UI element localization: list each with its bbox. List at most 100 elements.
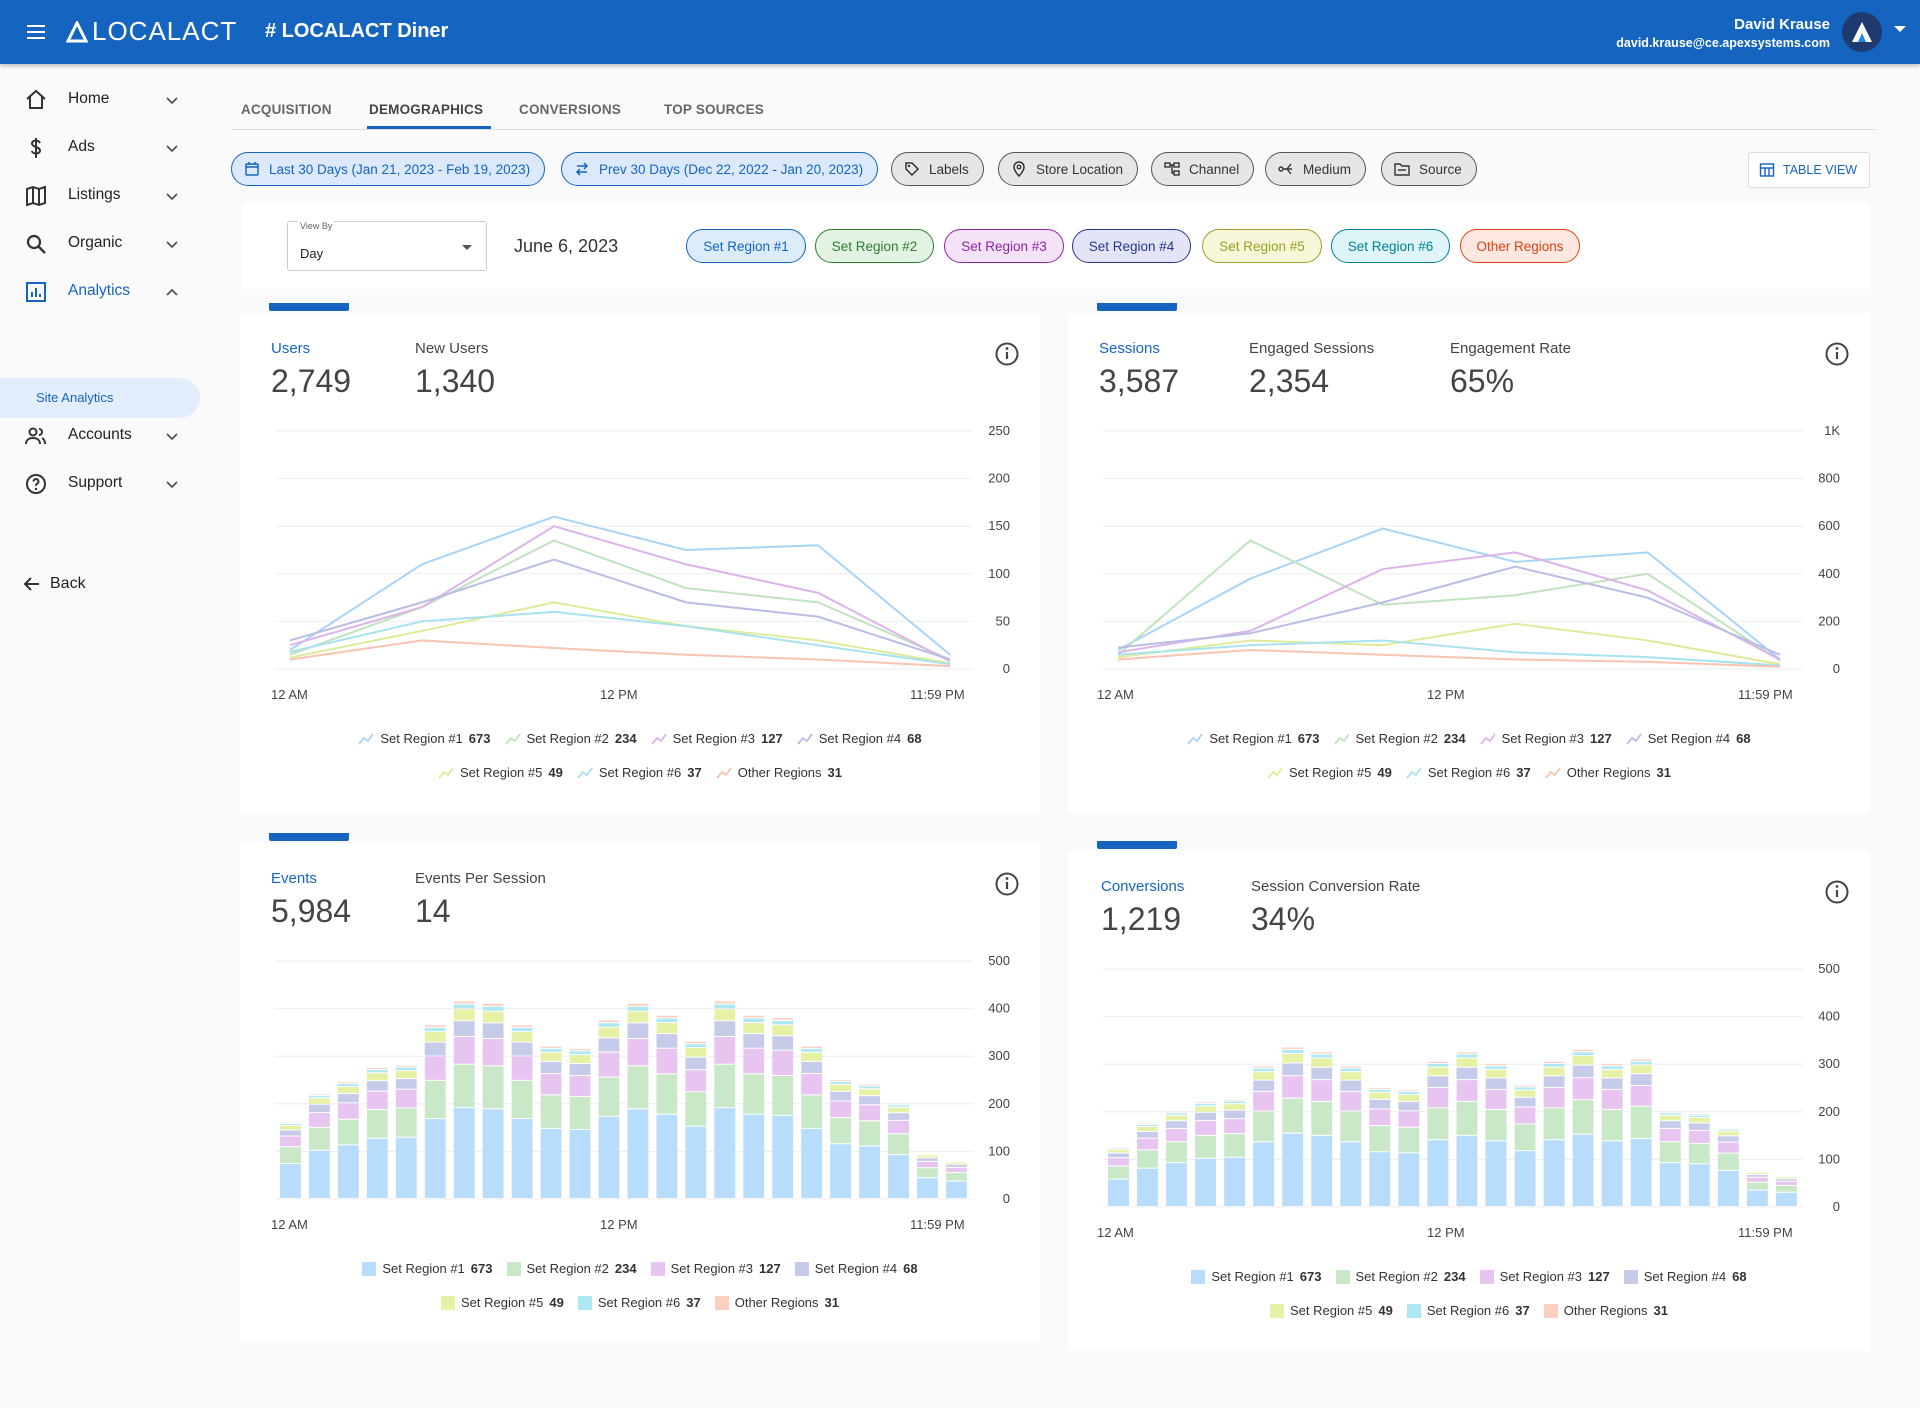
bar-segment[interactable] xyxy=(1253,1072,1275,1080)
bar-segment[interactable] xyxy=(1340,1142,1362,1206)
region-chip-4[interactable]: Set Region #4 xyxy=(1072,229,1191,263)
bar-segment[interactable] xyxy=(656,1015,678,1018)
bar-segment[interactable] xyxy=(772,1020,794,1025)
bar-segment[interactable] xyxy=(1224,1110,1246,1119)
bar-segment[interactable] xyxy=(1224,1104,1246,1110)
bar-segment[interactable] xyxy=(1601,1078,1623,1089)
bar-segment[interactable] xyxy=(337,1119,359,1145)
legend-item[interactable]: Set Region #4 68 xyxy=(1626,731,1751,746)
legend-item[interactable]: Set Region #1 673 xyxy=(362,1261,493,1276)
bar-segment[interactable] xyxy=(337,1087,359,1094)
sidebar-item-listings[interactable]: Listings xyxy=(0,172,200,220)
tab-demographics[interactable]: DEMOGRAPHICS xyxy=(366,102,492,129)
bar-segment[interactable] xyxy=(830,1144,852,1198)
bar-segment[interactable] xyxy=(1253,1080,1275,1091)
bar-segment[interactable] xyxy=(598,1038,620,1052)
bar-segment[interactable] xyxy=(598,1023,620,1027)
labels-chip[interactable]: Labels xyxy=(891,152,984,186)
bar-segment[interactable] xyxy=(1398,1095,1420,1102)
legend-item[interactable]: Set Region #1 673 xyxy=(1187,731,1320,746)
bar-segment[interactable] xyxy=(1688,1143,1710,1164)
bar-segment[interactable] xyxy=(1369,1152,1391,1206)
bar-segment[interactable] xyxy=(1717,1142,1739,1153)
bar-segment[interactable] xyxy=(598,1020,620,1023)
bar-segment[interactable] xyxy=(917,1178,938,1198)
hamburger-menu-icon[interactable] xyxy=(24,20,48,44)
bar-segment[interactable] xyxy=(1543,1140,1565,1206)
bar-segment[interactable] xyxy=(743,1034,765,1048)
bar-segment[interactable] xyxy=(685,1126,707,1198)
bar-segment[interactable] xyxy=(1688,1123,1710,1130)
metric-label[interactable]: Conversions xyxy=(1101,878,1185,895)
bar-segment[interactable] xyxy=(540,1128,562,1198)
bar-segment[interactable] xyxy=(1137,1138,1158,1150)
bar-segment[interactable] xyxy=(1456,1135,1478,1206)
bar-segment[interactable] xyxy=(482,1006,504,1011)
legend-item[interactable]: Other Regions 31 xyxy=(1545,765,1671,780)
bar-segment[interactable] xyxy=(337,1103,359,1119)
bar-segment[interactable] xyxy=(540,1061,562,1074)
bar-segment[interactable] xyxy=(627,1023,649,1038)
bar-segment[interactable] xyxy=(859,1084,881,1086)
bar-segment[interactable] xyxy=(830,1101,852,1118)
bar-segment[interactable] xyxy=(1659,1142,1681,1163)
bar-segment[interactable] xyxy=(569,1055,591,1064)
bar-segment[interactable] xyxy=(337,1145,359,1198)
bar-segment[interactable] xyxy=(888,1113,909,1120)
bar-segment[interactable] xyxy=(917,1168,938,1178)
series-line-3[interactable] xyxy=(289,525,951,663)
bar-segment[interactable] xyxy=(714,1009,736,1021)
bar-segment[interactable] xyxy=(859,1086,881,1089)
bar-segment[interactable] xyxy=(685,1044,707,1048)
bar-segment[interactable] xyxy=(1775,1181,1797,1185)
bar-segment[interactable] xyxy=(1253,1068,1275,1072)
bar-segment[interactable] xyxy=(308,1104,330,1113)
bar-segment[interactable] xyxy=(1514,1124,1536,1151)
view-by-select[interactable]: View By Day xyxy=(287,221,487,271)
bar-segment[interactable] xyxy=(1253,1111,1275,1142)
series-line-2[interactable] xyxy=(289,539,951,661)
bar-segment[interactable] xyxy=(685,1048,707,1057)
bar-segment[interactable] xyxy=(1195,1135,1217,1158)
legend-item[interactable]: Set Region #2 234 xyxy=(1335,1269,1466,1284)
bar-segment[interactable] xyxy=(308,1113,330,1127)
chevron-down-icon[interactable] xyxy=(162,138,182,158)
bar-segment[interactable] xyxy=(946,1162,967,1164)
legend-item[interactable]: Set Region #5 49 xyxy=(438,765,563,780)
series-line-5[interactable] xyxy=(1117,622,1781,666)
bar-segment[interactable] xyxy=(1427,1076,1449,1087)
bar-segment[interactable] xyxy=(830,1081,852,1084)
bar-segment[interactable] xyxy=(1369,1092,1391,1099)
bar-segment[interactable] xyxy=(685,1092,707,1126)
sidebar-subitem-site-analytics[interactable]: Site Analytics xyxy=(0,378,200,418)
bar-segment[interactable] xyxy=(1224,1101,1246,1104)
bar-segment[interactable] xyxy=(1514,1097,1536,1107)
sidebar-item-support[interactable]: Support xyxy=(0,460,200,508)
bar-segment[interactable] xyxy=(859,1096,881,1105)
bar-segment[interactable] xyxy=(482,1038,504,1066)
series-line-7[interactable] xyxy=(289,639,951,668)
bar-segment[interactable] xyxy=(1485,1078,1507,1089)
bar-segment[interactable] xyxy=(1659,1128,1681,1142)
bar-segment[interactable] xyxy=(395,1067,417,1071)
chevron-down-icon[interactable] xyxy=(162,186,182,206)
bar-segment[interactable] xyxy=(1485,1069,1507,1078)
bar-segment[interactable] xyxy=(1659,1113,1681,1115)
bar-segment[interactable] xyxy=(1601,1064,1623,1066)
legend-item[interactable]: Set Region #3 127 xyxy=(1479,731,1612,746)
bar-segment[interactable] xyxy=(1195,1103,1217,1106)
bar-segment[interactable] xyxy=(424,1025,446,1027)
series-line-4[interactable] xyxy=(289,558,951,661)
bar-segment[interactable] xyxy=(1195,1102,1217,1103)
bar-segment[interactable] xyxy=(946,1164,967,1167)
bar-segment[interactable] xyxy=(917,1158,938,1161)
bar-segment[interactable] xyxy=(1108,1166,1129,1179)
bar-segment[interactable] xyxy=(830,1118,852,1144)
bar-segment[interactable] xyxy=(308,1095,330,1098)
bar-segment[interactable] xyxy=(714,1021,736,1037)
legend-item[interactable]: Set Region #3 127 xyxy=(650,1261,781,1276)
legend-item[interactable]: Set Region #1 673 xyxy=(358,731,491,746)
chevron-down-icon[interactable] xyxy=(162,234,182,254)
bar-segment[interactable] xyxy=(1427,1108,1449,1140)
bar-segment[interactable] xyxy=(627,1109,649,1198)
